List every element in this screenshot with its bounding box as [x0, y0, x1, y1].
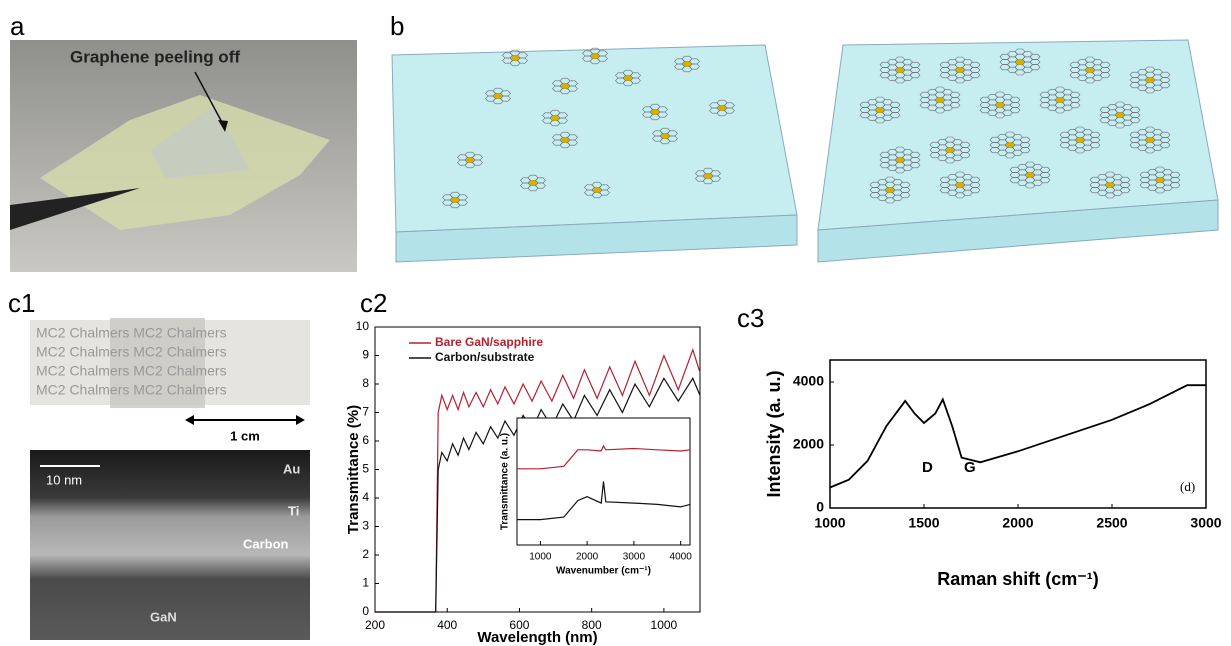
sample-text: MC2 Chalmers MC2 Chalmers: [36, 325, 227, 341]
y-axis-label: Transmittance (a. u.): [500, 433, 511, 530]
seed: [946, 147, 954, 153]
seed: [511, 55, 519, 61]
seed: [996, 102, 1004, 108]
annotation: (d): [1180, 479, 1195, 494]
annotation: D: [922, 459, 933, 476]
plot-frame: [830, 360, 1206, 508]
slab-top: [392, 45, 797, 232]
seed: [593, 187, 601, 193]
x-tick-label: 400: [437, 618, 457, 632]
annotation: Graphene peeling off: [70, 47, 240, 66]
seed: [1146, 137, 1154, 143]
x-tick-label: 4000: [670, 552, 693, 563]
seed: [1106, 182, 1114, 188]
x-tick-label: 2000: [576, 552, 599, 563]
seed: [876, 107, 884, 113]
layer-label: Ti: [288, 503, 299, 518]
seed: [1156, 177, 1164, 183]
panel-label: c3: [737, 303, 764, 333]
legend-label: Bare GaN/sapphire: [435, 335, 543, 349]
y-axis-label: Transmittance (%): [345, 405, 362, 534]
schematic: [392, 40, 1218, 262]
sample-text: MC2 Chalmers MC2 Chalmers: [36, 382, 227, 398]
y-tick-label: 8: [362, 376, 369, 390]
y-tick-label: 9: [362, 348, 369, 362]
seed: [551, 115, 559, 121]
y-tick-label: 0: [362, 604, 369, 618]
figure: a Graphene peeling off b c1 MC2 Chalmers…: [0, 0, 1231, 646]
seed: [896, 157, 904, 163]
seed: [1016, 59, 1024, 65]
seed: [661, 133, 669, 139]
seed: [683, 61, 691, 67]
x-tick-label: 2000: [1002, 515, 1033, 531]
x-axis-label: Wavelength (nm): [477, 629, 597, 646]
seed: [1146, 77, 1154, 83]
seed: [718, 105, 726, 111]
seed: [1056, 97, 1064, 103]
seed: [624, 75, 632, 81]
seed: [1086, 67, 1094, 73]
seed: [956, 67, 964, 73]
seed: [1076, 137, 1084, 143]
layer-label: GaN: [150, 609, 177, 624]
seed: [1026, 172, 1034, 178]
y-tick-label: 5: [362, 462, 369, 476]
seed: [591, 53, 599, 59]
seed: [651, 109, 659, 115]
seed: [466, 157, 474, 163]
y-tick-label: 0: [816, 499, 824, 515]
scale-label: 1 cm: [230, 428, 260, 443]
seed: [451, 197, 459, 203]
layer-label: Au: [283, 461, 300, 476]
y-tick-label: 6: [362, 433, 369, 447]
line: [830, 385, 1206, 487]
y-axis-label: Intensity (a. u.): [764, 370, 784, 497]
x-tick-label: 3000: [623, 552, 646, 563]
x-tick-label: 1000: [814, 515, 845, 531]
x-tick-label: 1500: [908, 515, 939, 531]
seed: [956, 182, 964, 188]
seed: [529, 180, 537, 186]
y-tick-label: 2: [362, 547, 369, 561]
scale-bar-label: 10 nm: [46, 472, 82, 487]
seed: [1116, 112, 1124, 118]
y-tick-label: 1: [362, 576, 369, 590]
y-tick-label: 4: [362, 490, 369, 504]
sample-text: MC2 Chalmers MC2 Chalmers: [36, 363, 227, 379]
y-tick-label: 2000: [793, 436, 824, 452]
sample-text: MC2 Chalmers MC2 Chalmers: [36, 344, 227, 360]
x-tick-label: 1000: [651, 618, 678, 632]
y-tick-label: 4000: [793, 373, 824, 389]
panel-label: b: [390, 11, 404, 41]
y-tick-label: 3: [362, 519, 369, 533]
seed: [936, 97, 944, 103]
seed: [494, 93, 502, 99]
x-tick-label: 2500: [1096, 515, 1127, 531]
seed: [896, 67, 904, 73]
panel-label: c1: [8, 288, 35, 318]
seed: [561, 83, 569, 89]
y-tick-label: 7: [362, 405, 369, 419]
seed: [1006, 142, 1014, 148]
seed: [886, 187, 894, 193]
layer-label: Carbon: [243, 536, 289, 551]
seed: [561, 137, 569, 143]
panel-label: c2: [360, 288, 387, 318]
panel-label: a: [10, 11, 25, 41]
legend-label: Carbon/substrate: [435, 350, 535, 364]
x-axis-label: Raman shift (cm⁻¹): [937, 569, 1099, 589]
x-tick-label: 200: [365, 618, 385, 632]
seed: [704, 173, 712, 179]
x-axis-label: Wavenumber (cm⁻¹): [556, 566, 651, 577]
x-tick-label: 1000: [529, 552, 552, 563]
y-tick-label: 10: [356, 319, 370, 333]
x-tick-label: 3000: [1190, 515, 1221, 531]
